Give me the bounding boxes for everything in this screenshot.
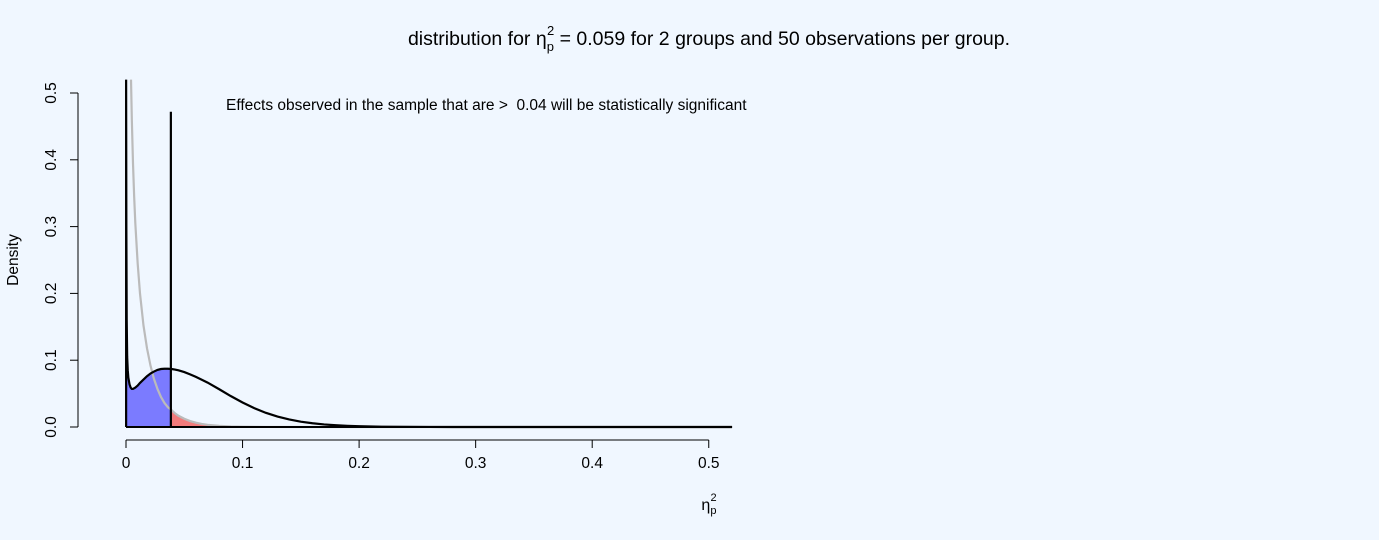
x-tick-label: 0.3 bbox=[465, 455, 487, 472]
x-tick-label: 0.2 bbox=[348, 455, 370, 472]
y-tick-label: 0.5 bbox=[43, 82, 60, 104]
title-eta-symbol: η bbox=[536, 28, 547, 50]
fill-power-miss bbox=[126, 79, 171, 427]
x-tick-label: 0 bbox=[122, 455, 131, 472]
significance-annotation: Effects observed in the sample that are … bbox=[226, 97, 747, 114]
x-tick-label: 0.1 bbox=[232, 455, 254, 472]
x-tick-label: 0.5 bbox=[698, 455, 720, 472]
title-eta-superscript: 2 bbox=[547, 23, 554, 38]
null-distribution-curve bbox=[129, 79, 733, 429]
title-eta-subscript: p bbox=[547, 39, 554, 54]
title-suffix: = 0.059 for 2 groups and 50 observations… bbox=[554, 28, 1010, 50]
y-axis-label: Density bbox=[5, 234, 22, 286]
fill-type-i-error bbox=[170, 409, 733, 427]
y-tick-label: 0.2 bbox=[43, 283, 60, 305]
x-label-eta-symbol: η bbox=[701, 497, 710, 514]
alternative-distribution-curve bbox=[125, 79, 733, 429]
title-prefix: distribution for bbox=[408, 28, 536, 50]
chart-title: distribution for ηp2 = 0.059 for 2 group… bbox=[408, 23, 1010, 54]
y-tick-label: 0.0 bbox=[43, 416, 60, 438]
x-label-eta-subscript: p bbox=[710, 505, 716, 517]
x-label-eta-superscript: 2 bbox=[710, 492, 716, 504]
y-tick-label: 0.4 bbox=[43, 149, 60, 171]
x-tick-label: 0.4 bbox=[581, 455, 603, 472]
y-tick-label: 0.3 bbox=[43, 216, 60, 238]
y-tick-label: 0.1 bbox=[43, 349, 60, 371]
x-axis-label: ηp2 bbox=[701, 492, 716, 517]
